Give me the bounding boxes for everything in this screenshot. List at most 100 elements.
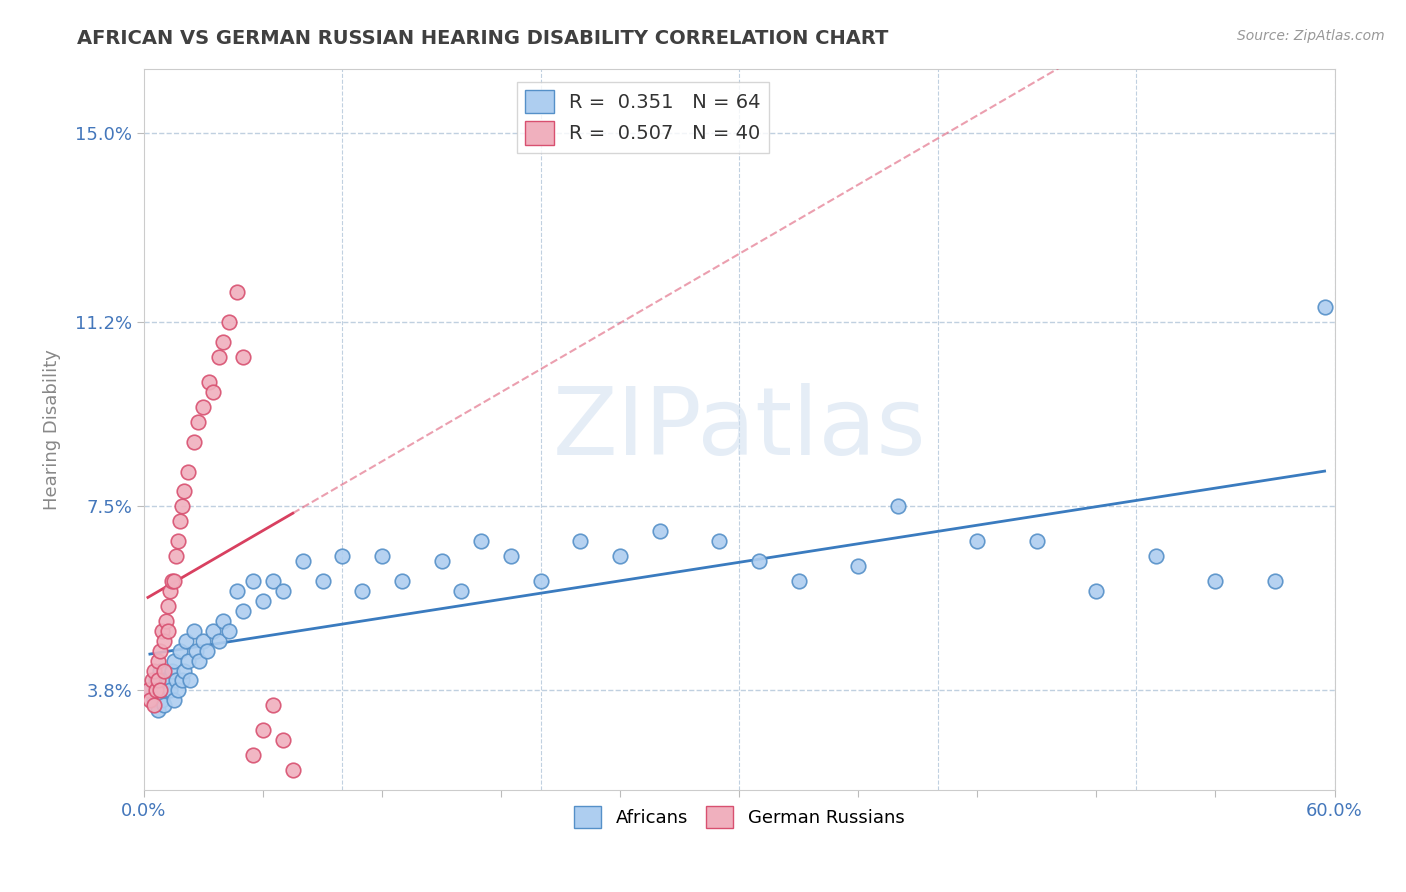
Point xyxy=(193,400,215,414)
Point xyxy=(252,594,274,608)
Point xyxy=(141,673,163,688)
Point xyxy=(202,624,225,638)
Point xyxy=(159,683,181,698)
Point xyxy=(291,554,314,568)
Point xyxy=(146,703,169,717)
Point xyxy=(186,415,208,429)
Point xyxy=(155,614,177,628)
Point xyxy=(149,683,172,698)
Point xyxy=(218,624,240,638)
Point xyxy=(152,664,174,678)
Point xyxy=(166,534,188,549)
Point xyxy=(163,574,186,588)
Point xyxy=(202,384,225,399)
Legend: Africans, German Russians: Africans, German Russians xyxy=(567,798,911,835)
Point xyxy=(156,673,179,688)
Point xyxy=(218,315,240,329)
Point xyxy=(142,698,165,713)
Point xyxy=(1264,574,1286,588)
Point xyxy=(150,693,173,707)
Point xyxy=(1025,534,1047,549)
Point xyxy=(709,534,731,549)
Text: ZIPatlas: ZIPatlas xyxy=(553,384,927,475)
Point xyxy=(311,574,333,588)
Point xyxy=(281,763,304,777)
Point xyxy=(139,693,162,707)
Point xyxy=(197,643,219,657)
Point xyxy=(184,643,207,657)
Point xyxy=(146,654,169,668)
Point xyxy=(169,514,191,528)
Point xyxy=(232,604,254,618)
Point xyxy=(156,624,179,638)
Point xyxy=(163,693,186,707)
Point xyxy=(169,643,191,657)
Point xyxy=(145,673,167,688)
Point xyxy=(170,500,193,514)
Point xyxy=(208,350,231,364)
Point xyxy=(152,673,174,688)
Point xyxy=(176,465,198,479)
Point xyxy=(648,524,671,539)
Point xyxy=(262,574,284,588)
Point xyxy=(142,693,165,707)
Point xyxy=(530,574,553,588)
Text: AFRICAN VS GERMAN RUSSIAN HEARING DISABILITY CORRELATION CHART: AFRICAN VS GERMAN RUSSIAN HEARING DISABI… xyxy=(77,29,889,48)
Point xyxy=(152,683,174,698)
Point xyxy=(499,549,522,563)
Point xyxy=(183,434,205,449)
Point xyxy=(887,500,910,514)
Point xyxy=(242,748,264,763)
Point xyxy=(174,633,197,648)
Y-axis label: Hearing Disability: Hearing Disability xyxy=(44,349,60,509)
Point xyxy=(1144,549,1167,563)
Point xyxy=(193,633,215,648)
Point xyxy=(176,654,198,668)
Point xyxy=(179,673,201,688)
Point xyxy=(149,643,172,657)
Point xyxy=(569,534,592,549)
Point xyxy=(139,683,162,698)
Point xyxy=(159,583,181,598)
Point xyxy=(149,664,172,678)
Point xyxy=(142,664,165,678)
Point xyxy=(352,583,374,598)
Point xyxy=(1313,301,1336,315)
Point xyxy=(748,554,770,568)
Point xyxy=(156,599,179,613)
Point xyxy=(1204,574,1226,588)
Point xyxy=(198,375,221,389)
Point xyxy=(271,733,294,747)
Point xyxy=(152,633,174,648)
Point xyxy=(165,673,187,688)
Point xyxy=(163,654,186,668)
Point xyxy=(609,549,631,563)
Point xyxy=(170,673,193,688)
Point xyxy=(226,583,249,598)
Point xyxy=(966,534,988,549)
Point xyxy=(212,614,235,628)
Point xyxy=(262,698,284,713)
Point xyxy=(160,664,183,678)
Point xyxy=(332,549,354,563)
Point xyxy=(208,633,231,648)
Point xyxy=(430,554,453,568)
Point xyxy=(226,285,249,300)
Point xyxy=(150,624,173,638)
Point xyxy=(166,683,188,698)
Point xyxy=(136,683,159,698)
Text: Source: ZipAtlas.com: Source: ZipAtlas.com xyxy=(1237,29,1385,44)
Point xyxy=(252,723,274,738)
Point xyxy=(371,549,394,563)
Point xyxy=(846,559,869,574)
Point xyxy=(173,484,195,499)
Point xyxy=(188,654,211,668)
Point xyxy=(152,698,174,713)
Point xyxy=(391,574,413,588)
Point xyxy=(173,664,195,678)
Point xyxy=(271,583,294,598)
Point xyxy=(787,574,810,588)
Point xyxy=(160,574,183,588)
Point xyxy=(146,673,169,688)
Point xyxy=(242,574,264,588)
